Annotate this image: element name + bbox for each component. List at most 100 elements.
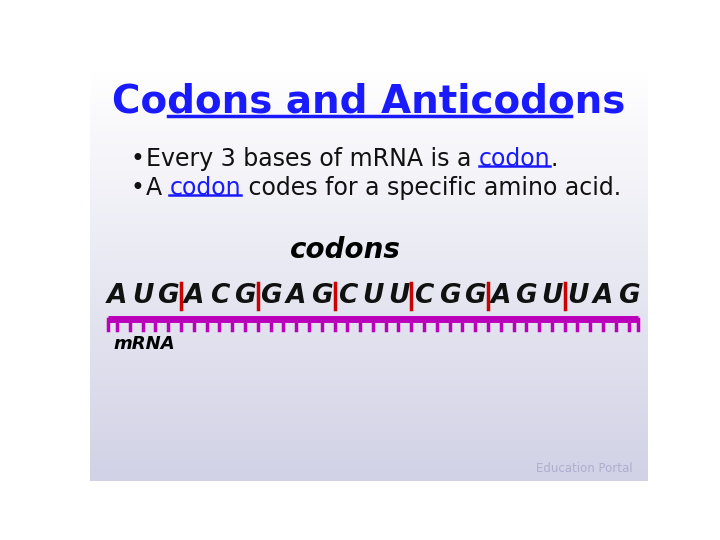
Text: G: G [618, 283, 639, 309]
Bar [90, 200, 648, 202]
Bar [90, 308, 648, 310]
Bar [90, 339, 648, 341]
Text: codes for a specific amino acid.: codes for a specific amino acid. [241, 176, 621, 200]
Bar [90, 283, 648, 285]
Bar [90, 279, 648, 281]
Text: C: C [414, 283, 433, 309]
Bar [90, 260, 648, 262]
Bar [90, 329, 648, 331]
Bar [90, 424, 648, 427]
Bar [90, 154, 648, 156]
Bar [90, 404, 648, 406]
Bar [90, 375, 648, 377]
Text: A: A [184, 283, 204, 309]
Bar [90, 125, 648, 127]
Bar [90, 233, 648, 235]
Bar [90, 346, 648, 348]
Bar [90, 111, 648, 113]
Bar [90, 333, 648, 335]
Bar [90, 221, 648, 223]
Text: codon: codon [479, 147, 550, 171]
Bar [90, 117, 648, 119]
Bar [90, 265, 648, 266]
Bar [90, 304, 648, 306]
Bar [90, 138, 648, 140]
Bar [90, 140, 648, 141]
Bar [90, 96, 648, 98]
Bar [90, 196, 648, 198]
Bar [90, 158, 648, 160]
Bar [90, 431, 648, 433]
Bar [90, 87, 648, 90]
Bar [90, 198, 648, 200]
Bar [90, 73, 648, 75]
Bar [90, 210, 648, 212]
Text: mRNA: mRNA [113, 335, 175, 353]
Bar [90, 173, 648, 175]
Bar [90, 348, 648, 349]
Bar [90, 109, 648, 111]
Bar [90, 190, 648, 192]
Text: •: • [130, 147, 144, 171]
Bar [90, 472, 648, 474]
Text: G: G [260, 283, 282, 309]
Bar [90, 65, 648, 67]
Bar [90, 458, 648, 460]
Bar [90, 373, 648, 375]
Text: .: . [550, 147, 558, 171]
Bar [90, 427, 648, 429]
Text: codons: codons [290, 235, 401, 264]
Text: C: C [210, 283, 229, 309]
Bar [90, 148, 648, 150]
Text: Education Portal: Education Portal [536, 462, 632, 475]
Text: A: A [490, 283, 511, 309]
Bar [90, 67, 648, 69]
Bar [90, 412, 648, 414]
Bar [90, 275, 648, 277]
Bar [90, 433, 648, 435]
Bar [90, 385, 648, 387]
Bar [90, 341, 648, 343]
Bar [90, 402, 648, 404]
Bar [90, 397, 648, 400]
Bar [90, 246, 648, 248]
Text: G: G [516, 283, 537, 309]
Bar [90, 238, 648, 239]
Bar [90, 310, 648, 312]
Bar [90, 422, 648, 424]
Bar [90, 325, 648, 327]
Text: G: G [311, 283, 333, 309]
Bar [90, 92, 648, 94]
Text: G: G [464, 283, 486, 309]
Bar [90, 77, 648, 79]
Bar [90, 439, 648, 441]
Bar [90, 377, 648, 379]
Bar [90, 141, 648, 144]
Bar [90, 352, 648, 354]
Bar [90, 383, 648, 385]
Bar [90, 306, 648, 308]
Bar [90, 476, 648, 478]
Bar [90, 292, 648, 294]
Bar [90, 281, 648, 283]
Bar [90, 360, 648, 362]
Bar [90, 443, 648, 446]
Bar [90, 449, 648, 451]
Text: U: U [362, 283, 384, 309]
Bar [90, 298, 648, 300]
Bar [90, 266, 648, 268]
Bar [90, 181, 648, 183]
Text: U: U [132, 283, 153, 309]
Bar [90, 322, 648, 325]
Bar [90, 295, 648, 298]
Bar [90, 156, 648, 158]
Bar [90, 287, 648, 289]
Bar [90, 468, 648, 470]
Text: Every 3 bases of mRNA is a: Every 3 bases of mRNA is a [145, 147, 479, 171]
Bar [90, 368, 648, 370]
Bar [90, 90, 648, 92]
Text: C: C [338, 283, 357, 309]
Bar [90, 133, 648, 136]
Bar [90, 177, 648, 179]
Bar [90, 393, 648, 395]
